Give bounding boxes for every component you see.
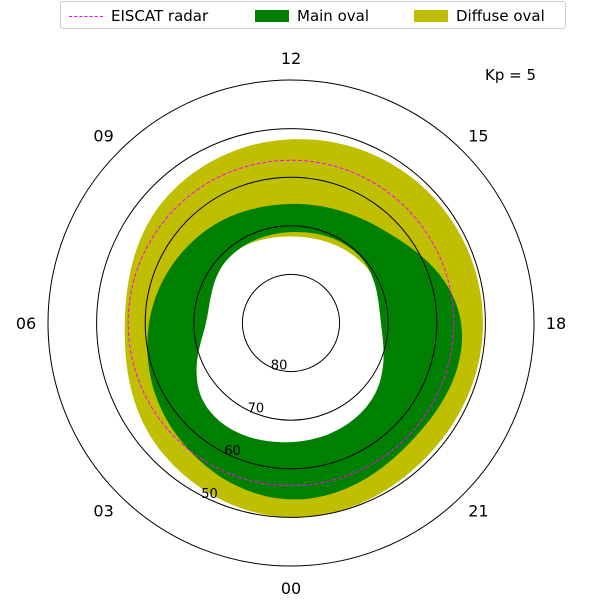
latitude-circle-70 (193, 225, 389, 421)
oval-layer (124, 139, 483, 518)
radial-tick-label: 80 (271, 359, 288, 374)
legend: EISCAT radar Main oval Diffuse oval (60, 1, 566, 29)
legend-swatch-main-oval (255, 10, 289, 22)
legend-item-main-oval: Main oval (255, 7, 369, 25)
legend-swatch-eiscat-radar (69, 15, 103, 17)
legend-swatch-diffuse-oval (414, 10, 448, 22)
latitude-circle-40 (47, 79, 535, 567)
legend-label-diffuse-oval: Diffuse oval (456, 7, 545, 25)
kp-label: Kp = 5 (485, 66, 537, 84)
mlt-tick-label: 03 (93, 501, 113, 520)
latitude-circle-60 (144, 176, 438, 470)
mlt-tick-label: 21 (468, 501, 488, 520)
mlt-tick-label: 09 (93, 127, 113, 146)
legend-label-main-oval: Main oval (297, 7, 369, 25)
radar-layer (127, 159, 455, 487)
latitude-circle-80 (241, 273, 341, 373)
radial-tick-label: 70 (248, 401, 265, 416)
mlt-tick-label: 00 (281, 579, 301, 598)
mlt-tick-label: 18 (546, 314, 566, 333)
mlt-tick-label: 12 (281, 49, 301, 68)
radial-tick-label: 50 (201, 487, 218, 502)
mlt-tick-labels: 12 09 06 03 00 21 18 15 (16, 49, 566, 598)
mlt-tick-label: 06 (16, 314, 36, 333)
legend-item-diffuse-oval: Diffuse oval (414, 7, 545, 25)
latitude-grid (47, 79, 535, 567)
radial-tick-labels: 80 70 60 50 (201, 359, 287, 502)
legend-item-eiscat-radar: EISCAT radar (69, 7, 208, 25)
eiscat-radar-circle (127, 159, 455, 487)
radial-tick-label: 60 (224, 444, 241, 459)
main-oval-band (147, 203, 463, 500)
mlt-tick-label: 15 (468, 127, 488, 146)
latitude-circle-50 (96, 128, 486, 518)
legend-label-eiscat-radar: EISCAT radar (111, 7, 209, 25)
